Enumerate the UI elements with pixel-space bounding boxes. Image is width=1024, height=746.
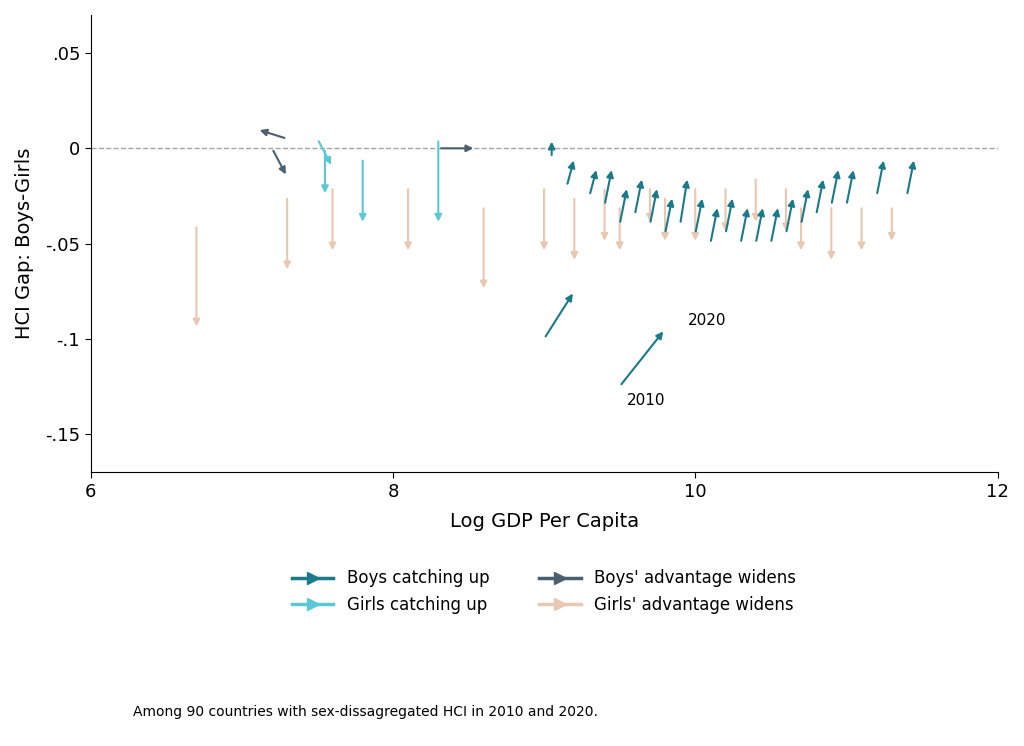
X-axis label: Log GDP Per Capita: Log GDP Per Capita xyxy=(450,512,639,530)
Text: Among 90 countries with sex-dissagregated HCI in 2010 and 2020.: Among 90 countries with sex-dissagregate… xyxy=(133,705,598,719)
Y-axis label: HCI Gap: Boys-Girls: HCI Gap: Boys-Girls xyxy=(15,148,34,339)
Text: 2010: 2010 xyxy=(628,393,666,408)
Text: 2020: 2020 xyxy=(688,313,726,328)
Legend: Boys catching up, Girls catching up, Boys' advantage widens, Girls' advantage wi: Boys catching up, Girls catching up, Boy… xyxy=(285,562,803,621)
